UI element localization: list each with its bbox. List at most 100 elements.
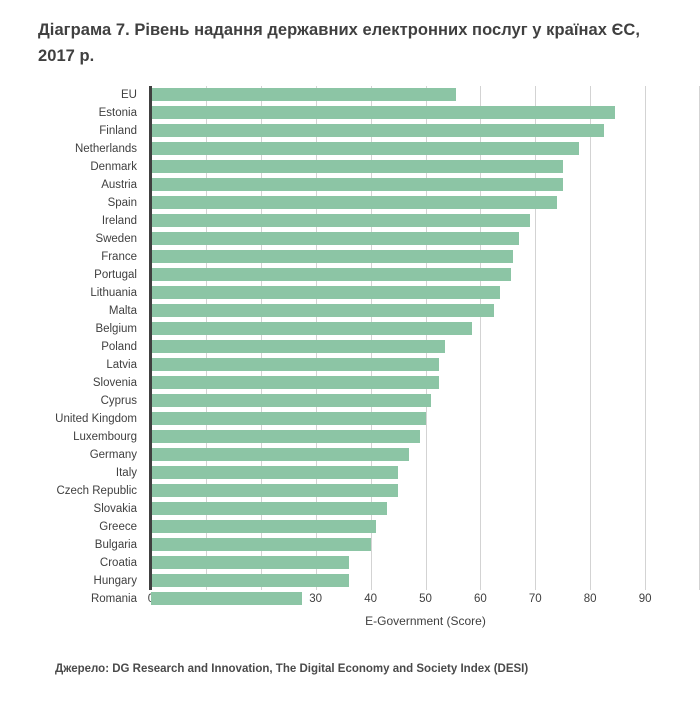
y-label-ireland: Ireland bbox=[101, 215, 137, 227]
bar-malta[interactable] bbox=[151, 304, 495, 317]
y-label-cyprus: Cyprus bbox=[100, 395, 137, 407]
y-label-finland: Finland bbox=[99, 125, 137, 137]
bar-row bbox=[151, 464, 700, 482]
bar-finland[interactable] bbox=[151, 124, 604, 137]
page-title: Діаграма 7. Рівень надання державних еле… bbox=[38, 21, 641, 65]
bar-row bbox=[151, 140, 700, 158]
bar-cyprus[interactable] bbox=[151, 394, 431, 407]
x-tick-30: 30 bbox=[309, 593, 323, 605]
bar-spain[interactable] bbox=[151, 196, 558, 209]
y-axis-line bbox=[149, 86, 152, 590]
bar-austria[interactable] bbox=[151, 178, 563, 191]
bar-row bbox=[151, 266, 700, 284]
y-label-austria: Austria bbox=[101, 179, 137, 191]
bar-row bbox=[151, 410, 700, 428]
bar-latvia[interactable] bbox=[151, 358, 440, 371]
bar-bulgaria[interactable] bbox=[151, 538, 371, 551]
y-label-croatia: Croatia bbox=[99, 557, 137, 569]
y-label-belgium: Belgium bbox=[95, 323, 137, 335]
bar-rows bbox=[151, 86, 700, 605]
bar-row bbox=[151, 248, 700, 266]
bar-row bbox=[151, 572, 700, 590]
y-label-latvia: Latvia bbox=[106, 359, 137, 371]
bar-row bbox=[151, 392, 700, 410]
bar-estonia[interactable] bbox=[151, 106, 615, 119]
x-tick-60: 60 bbox=[473, 593, 487, 605]
y-label-united-kingdom: United Kingdom bbox=[55, 413, 137, 425]
bar-row bbox=[151, 500, 700, 518]
y-label-czech-republic: Czech Republic bbox=[56, 485, 137, 497]
bar-row bbox=[151, 554, 700, 572]
bar-netherlands[interactable] bbox=[151, 142, 580, 155]
y-label-france: France bbox=[101, 251, 137, 263]
y-label-denmark: Denmark bbox=[90, 161, 137, 173]
y-label-lithuania: Lithuania bbox=[90, 287, 137, 299]
y-label-greece: Greece bbox=[99, 521, 137, 533]
bar-row bbox=[151, 158, 700, 176]
bar-lithuania[interactable] bbox=[151, 286, 500, 299]
bar-united-kingdom[interactable] bbox=[151, 412, 426, 425]
bar-chart: EU Estonia Finland Netherlands Denmark Austri… bbox=[0, 86, 700, 631]
y-label-germany: Germany bbox=[89, 449, 137, 461]
bar-row bbox=[151, 230, 700, 248]
bar-croatia[interactable] bbox=[151, 556, 349, 569]
x-axis-title: E-Government (Score) bbox=[365, 614, 486, 628]
y-label-malta: Malta bbox=[108, 305, 137, 317]
bar-row bbox=[151, 536, 700, 554]
bar-row bbox=[151, 194, 700, 212]
bar-slovakia[interactable] bbox=[151, 502, 388, 515]
bar-row bbox=[151, 320, 700, 338]
y-label-italy: Italy bbox=[115, 467, 137, 479]
bar-germany[interactable] bbox=[151, 448, 410, 461]
bar-row bbox=[151, 518, 700, 536]
x-tick-40: 40 bbox=[364, 593, 377, 605]
bar-row bbox=[151, 122, 700, 140]
bar-eu[interactable] bbox=[151, 88, 456, 101]
bar-row bbox=[151, 482, 700, 500]
bar-row bbox=[151, 356, 700, 374]
y-label-slovenia: Slovenia bbox=[92, 377, 137, 389]
bar-poland[interactable] bbox=[151, 340, 445, 353]
bar-row bbox=[151, 176, 700, 194]
bar-czech-republic[interactable] bbox=[151, 484, 399, 497]
y-label-hungary: Hungary bbox=[93, 575, 137, 587]
bar-belgium[interactable] bbox=[151, 322, 473, 335]
y-label-bulgaria: Bulgaria bbox=[94, 539, 137, 551]
bar-luxembourg[interactable] bbox=[151, 430, 420, 443]
bar-france[interactable] bbox=[151, 250, 514, 263]
y-label-slovakia: Slovakia bbox=[93, 503, 137, 515]
y-label-eu: EU bbox=[121, 89, 137, 101]
bar-row bbox=[151, 284, 700, 302]
bar-slovenia[interactable] bbox=[151, 376, 440, 389]
bar-hungary[interactable] bbox=[151, 574, 349, 587]
bar-row bbox=[151, 590, 700, 608]
x-tick-70: 70 bbox=[528, 593, 542, 605]
y-label-poland: Poland bbox=[101, 341, 137, 353]
plot-area bbox=[151, 86, 700, 605]
bar-sweden[interactable] bbox=[151, 232, 519, 245]
bar-row bbox=[151, 302, 700, 320]
bar-row bbox=[151, 446, 700, 464]
y-label-luxembourg: Luxembourg bbox=[73, 431, 137, 443]
y-label-romania: Romania bbox=[90, 593, 137, 605]
bar-row bbox=[151, 428, 700, 446]
source-note: Джерело: DG Research and Innovation, The… bbox=[55, 663, 529, 675]
bar-ireland[interactable] bbox=[151, 214, 530, 227]
bar-romania[interactable] bbox=[151, 592, 302, 605]
bar-row bbox=[151, 86, 700, 104]
bar-italy[interactable] bbox=[151, 466, 399, 479]
bar-row bbox=[151, 374, 700, 392]
y-label-estonia: Estonia bbox=[98, 107, 137, 119]
y-axis-labels: EU Estonia Finland Netherlands Denmark Austri… bbox=[0, 86, 145, 605]
bar-denmark[interactable] bbox=[151, 160, 563, 173]
bar-greece[interactable] bbox=[151, 520, 377, 533]
bar-portugal[interactable] bbox=[151, 268, 511, 281]
y-label-netherlands: Netherlands bbox=[74, 143, 137, 155]
x-tick-50: 50 bbox=[419, 593, 432, 605]
x-tick-80: 80 bbox=[583, 593, 597, 605]
y-label-sweden: Sweden bbox=[95, 233, 137, 245]
bar-row bbox=[151, 104, 700, 122]
bar-row bbox=[151, 338, 700, 356]
y-label-portugal: Portugal bbox=[94, 269, 137, 281]
